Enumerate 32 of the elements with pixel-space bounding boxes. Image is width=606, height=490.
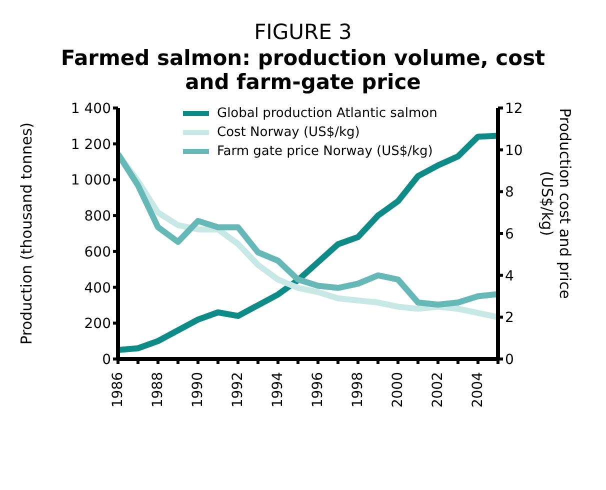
- y2-tick-label: 10: [505, 142, 523, 159]
- y2-tick-label: 8: [505, 184, 514, 201]
- y-tick-label: 400: [84, 280, 111, 296]
- y2-axis-title: Production cost and price (US$/kg): [538, 108, 574, 299]
- x-tick-label: 1998: [350, 372, 366, 408]
- x-tick-label: 2002: [430, 372, 446, 408]
- y-axis-title: Production (thousand tonnes): [17, 122, 36, 345]
- chart-subtitle: Farmed salmon: production volume, cost and farm-gate price: [60, 46, 546, 94]
- legend-label: Farm gate price Norway (US$/kg): [217, 143, 433, 161]
- y2-tick-label: 12: [505, 100, 523, 117]
- chart-title: FIGURE 3: [253, 20, 353, 44]
- y-tick-label: 0: [102, 352, 111, 368]
- legend-label: Cost Norway (US$/kg): [217, 124, 360, 142]
- x-tick-label: 2000: [390, 372, 406, 408]
- y-tick-label: 1 200: [70, 136, 111, 153]
- x-tick-label: 1988: [150, 372, 166, 408]
- y2-tick-label: 2: [505, 310, 514, 326]
- y2-tick-label: 6: [505, 226, 514, 242]
- y-tick-label: 1 400: [70, 100, 111, 117]
- x-tick-label: 1990: [190, 372, 206, 408]
- x-tick-label: 1986: [110, 372, 126, 408]
- x-tick-label: 2004: [470, 372, 486, 408]
- x-tick-label: 1996: [310, 372, 326, 408]
- y-tick-label: 800: [84, 208, 111, 225]
- y2-tick-label: 4: [505, 268, 514, 284]
- y2-tick-label: 0: [505, 352, 514, 368]
- y-tick-label: 200: [84, 316, 111, 332]
- x-tick-label: 1992: [230, 372, 246, 408]
- x-tick-label: 1994: [270, 372, 286, 408]
- y-tick-label: 600: [84, 244, 111, 260]
- y-tick-label: 1 000: [70, 172, 111, 189]
- legend-label: Global production Atlantic salmon: [217, 105, 438, 123]
